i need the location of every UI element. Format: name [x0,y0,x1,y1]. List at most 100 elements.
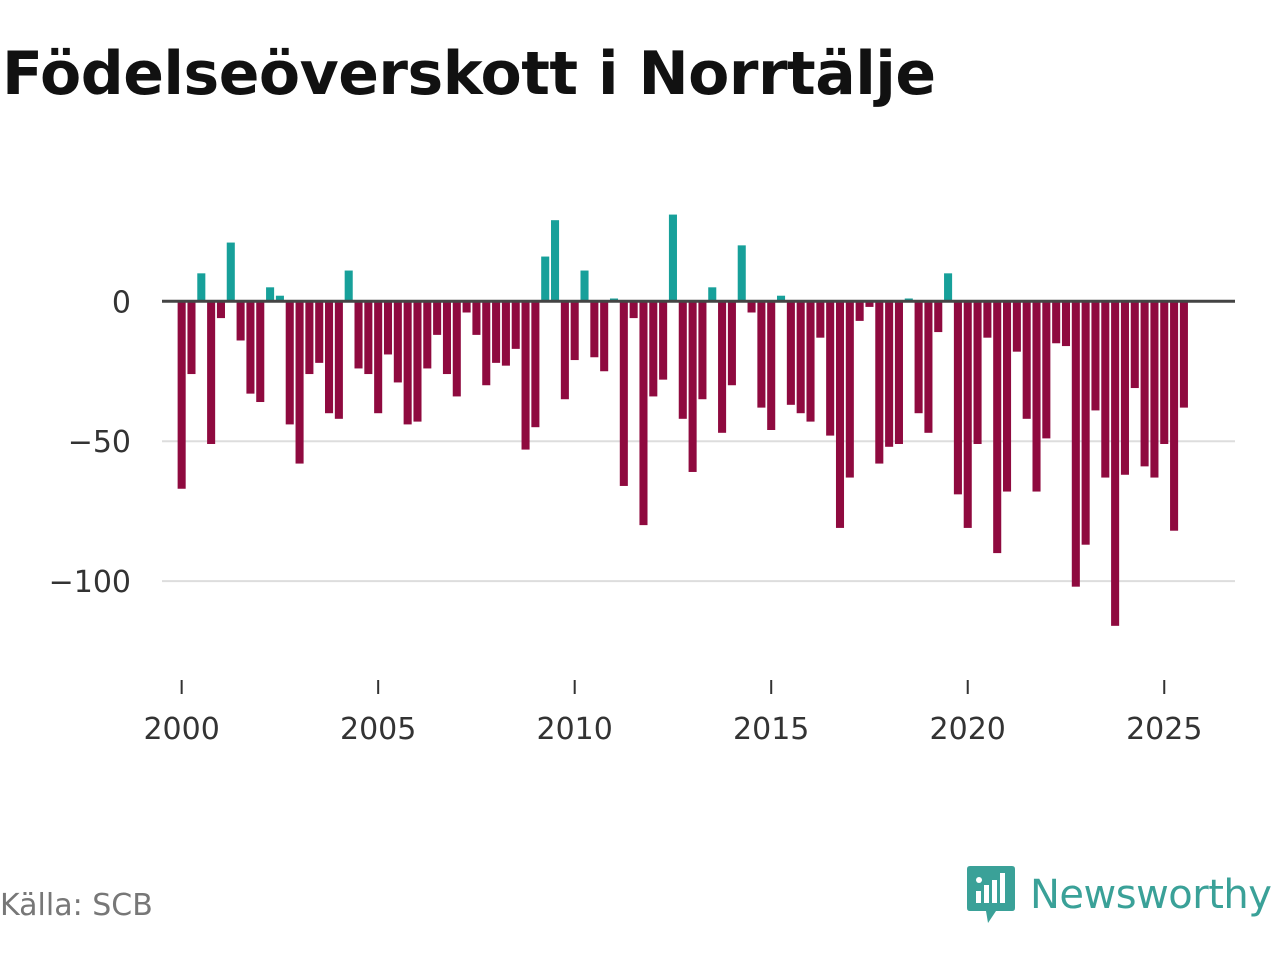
bar [275,295,284,302]
bar [1140,301,1149,467]
bar [433,301,442,335]
source-label: Källa: SCB [0,888,153,923]
bar [1091,301,1100,411]
bar [305,301,314,375]
bar [492,301,501,363]
bar [993,301,1002,554]
bar [914,301,923,414]
bar [226,242,235,302]
bar [934,301,943,333]
bar [924,301,933,433]
bar [266,287,275,302]
bar [354,301,363,369]
bar [393,301,402,383]
bar [1032,301,1041,492]
x-tick-label: 2005 [340,712,416,747]
bar [1111,301,1120,626]
x-axis: 2000 2005 2010 2015 2020 2025 [143,680,1202,747]
bar [835,301,845,528]
bar [953,301,962,495]
bar [374,301,383,414]
bar [501,301,510,366]
bar [315,301,324,363]
bar [1101,301,1110,478]
bar [1170,301,1179,531]
bar [963,301,972,528]
bar [806,301,815,422]
bar [511,301,520,349]
brand-name: Newsworthy [1030,872,1272,918]
bar [649,301,658,397]
bar [383,301,393,355]
bar [216,301,225,319]
bar [894,301,903,444]
bar [698,301,707,400]
bar [600,301,609,372]
bar [570,301,579,361]
bar [688,301,697,472]
brand-logo[interactable]: Newsworthy [966,864,1272,926]
x-tick-label: 2010 [537,712,613,747]
bar [1160,301,1169,444]
bar [767,301,776,430]
bar [1179,301,1188,408]
bar [403,301,412,425]
bar [423,301,432,369]
x-tick-label: 2015 [733,712,809,747]
bar [757,301,766,408]
bar [816,301,825,338]
bar [1061,301,1071,347]
bars [177,214,1188,626]
chart: 0 −50 −100 2000 2005 2010 2015 2020 2025 [49,214,1235,747]
bar [285,301,294,425]
newsworthy-logo-icon [967,866,1015,923]
bar [551,220,560,302]
bar [659,301,668,380]
bar [531,301,540,428]
y-tick-label: −50 [68,425,131,460]
bar [1130,301,1139,389]
bar [580,270,589,302]
bar [973,301,982,444]
bar [1012,301,1021,352]
y-tick-label: −100 [49,565,131,600]
bar [560,301,569,400]
bar [629,301,638,319]
grid-lines [162,440,1235,583]
x-tick-label: 2000 [143,712,219,747]
bar [452,301,461,397]
bar [364,301,373,375]
bar [472,301,481,335]
bar [246,301,255,394]
bar [796,301,805,414]
bar [944,273,953,302]
bar [256,301,265,403]
bar [187,301,196,375]
bar [678,301,687,419]
bar [295,301,304,464]
bar [197,273,206,302]
x-tick-label: 2020 [930,712,1006,747]
bar [845,301,854,478]
bar [826,301,835,436]
bar [885,301,894,447]
bar [747,301,756,313]
bar [786,301,795,405]
bar [1022,301,1031,419]
bar [1120,301,1129,475]
bar [344,270,353,302]
bar [708,287,717,302]
bar [1071,301,1080,587]
bar [855,301,864,321]
bar [1150,301,1159,478]
bar [413,301,422,422]
bar [1052,301,1061,344]
bar [1042,301,1051,439]
bar [875,301,884,464]
bar [177,301,186,489]
bar [541,256,550,302]
bar [1003,301,1012,492]
bar [521,301,530,450]
bar [668,214,677,302]
bar [983,301,992,338]
